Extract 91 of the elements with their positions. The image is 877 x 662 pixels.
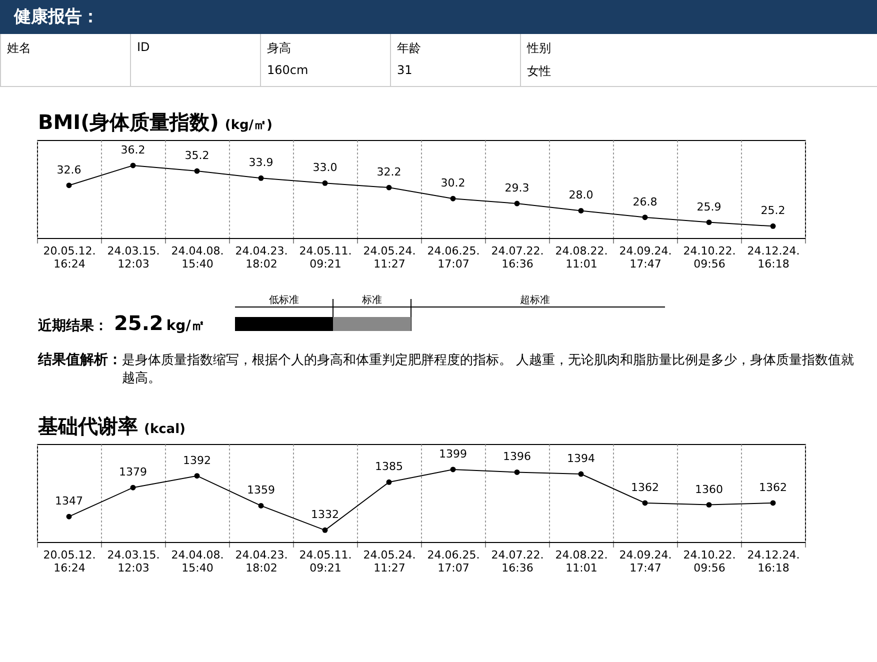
x-tick-label: 24.09.24. 17:47 — [619, 244, 672, 270]
range-scale-gauge: 低标准 标准 超标准 — [234, 293, 675, 335]
data-label: 26.8 — [632, 195, 658, 208]
data-label: 1362 — [759, 480, 787, 494]
point — [642, 500, 648, 506]
data-label: 1385 — [375, 460, 403, 474]
data-label: 35.2 — [184, 149, 210, 162]
x-tick-label: 24.04.23. 18:02 — [235, 548, 288, 574]
data-label: 33.9 — [248, 156, 274, 170]
point — [770, 500, 776, 506]
x-tick-label: 24.03.15. 12:03 — [107, 244, 160, 270]
text: kg/㎡ — [166, 317, 205, 335]
x-tick-label: 24.05.11. 09:21 — [299, 548, 352, 574]
data-label: 36.2 — [120, 143, 146, 156]
point — [66, 182, 72, 188]
x-tick-label: 24.04.08. 15:40 — [171, 244, 224, 270]
point — [322, 527, 328, 533]
point — [578, 208, 584, 214]
data-label: 1332 — [311, 508, 339, 522]
x-tick-label: 24.12.24. 16:18 — [747, 244, 800, 270]
chart-subtitle: (kcal) — [144, 422, 186, 437]
chart-title: BMI(身体质量指数) — [38, 110, 219, 134]
data-label: 1399 — [439, 447, 467, 460]
data-label: 32.2 — [376, 166, 402, 179]
data-label: 1347 — [55, 494, 83, 508]
point — [770, 223, 776, 229]
point — [706, 220, 712, 226]
data-label: 1360 — [695, 482, 723, 496]
text: 结果值解析： — [38, 351, 122, 370]
x-tick-label: 24.08.22. 11:01 — [555, 548, 608, 574]
text: 是身体质量指数缩写，根据个人的身高和体重判定肥胖程度的指标。 人越重，无论肌肉和脂肪量比例是多少，身体质量指数值就越高。 — [122, 352, 856, 387]
x-tick-label: 24.10.22. 09:56 — [683, 548, 736, 574]
x-tick-label: 24.06.25. 17:07 — [427, 244, 480, 270]
x-tick-label: 24.04.08. 15:40 — [171, 548, 224, 574]
point — [258, 175, 264, 181]
x-tick-label: 20.05.12. 16:24 — [43, 244, 96, 270]
text: 身高 — [267, 40, 292, 57]
x-tick-label: 24.09.24. 17:47 — [619, 548, 672, 574]
point — [450, 466, 456, 472]
text: 160cm — [267, 63, 310, 77]
text: 31 — [397, 63, 414, 77]
x-tick-label: 24.03.15. 12:03 — [107, 548, 160, 574]
data-label: 25.2 — [760, 204, 786, 218]
point — [514, 200, 520, 206]
x-tick-label: 24.10.22. 09:56 — [683, 244, 736, 270]
text: 年龄 — [397, 40, 422, 57]
text: 健康报告： — [0, 0, 877, 34]
data-label: 1362 — [631, 480, 659, 494]
data-label: 30.2 — [440, 176, 466, 190]
x-tick-label: 24.07.22. 16:36 — [491, 244, 544, 270]
text: 近期结果： — [38, 317, 108, 335]
text: ID — [137, 40, 151, 54]
x-tick-label: 24.12.24. 16:18 — [747, 548, 800, 574]
data-label: 29.3 — [504, 182, 530, 195]
point — [130, 484, 136, 490]
point — [706, 502, 712, 508]
point — [386, 479, 392, 485]
point — [322, 180, 328, 186]
point — [258, 502, 264, 508]
data-label: 1392 — [183, 454, 211, 467]
data-label: 1394 — [567, 452, 595, 466]
data-label: 28.0 — [568, 188, 594, 202]
point — [194, 168, 200, 174]
x-tick-label: 20.05.12. 16:24 — [43, 548, 96, 574]
text: 姓名 — [7, 40, 32, 57]
text: 女性 — [527, 63, 552, 80]
point — [66, 514, 72, 520]
point — [386, 184, 392, 190]
x-tick-label: 24.05.24. 11:27 — [363, 244, 416, 270]
chart-title: 基础代谢率 — [38, 414, 138, 438]
point — [194, 473, 200, 479]
text: 性别 — [527, 40, 552, 57]
data-label: 33.0 — [312, 161, 338, 174]
x-tick-label: 24.04.23. 18:02 — [235, 244, 288, 270]
data-label: 1379 — [119, 466, 147, 479]
x-tick-label: 24.06.25. 17:07 — [427, 548, 480, 574]
x-tick-label: 24.05.24. 11:27 — [363, 548, 416, 574]
point — [642, 214, 648, 220]
data-label: 1396 — [503, 450, 531, 464]
chart-subtitle: (kg/㎡) — [224, 118, 272, 133]
point — [450, 196, 456, 202]
x-tick-label: 24.05.11. 09:21 — [299, 244, 352, 270]
text: 25.2 — [114, 311, 164, 335]
x-tick-label: 24.08.22. 11:01 — [555, 244, 608, 270]
data-label: 32.6 — [56, 163, 82, 176]
point — [578, 471, 584, 477]
data-label: 25.9 — [696, 200, 722, 214]
data-label: 1359 — [247, 484, 275, 497]
point — [514, 469, 520, 475]
point — [130, 162, 136, 168]
x-tick-label: 24.07.22. 16:36 — [491, 548, 544, 574]
